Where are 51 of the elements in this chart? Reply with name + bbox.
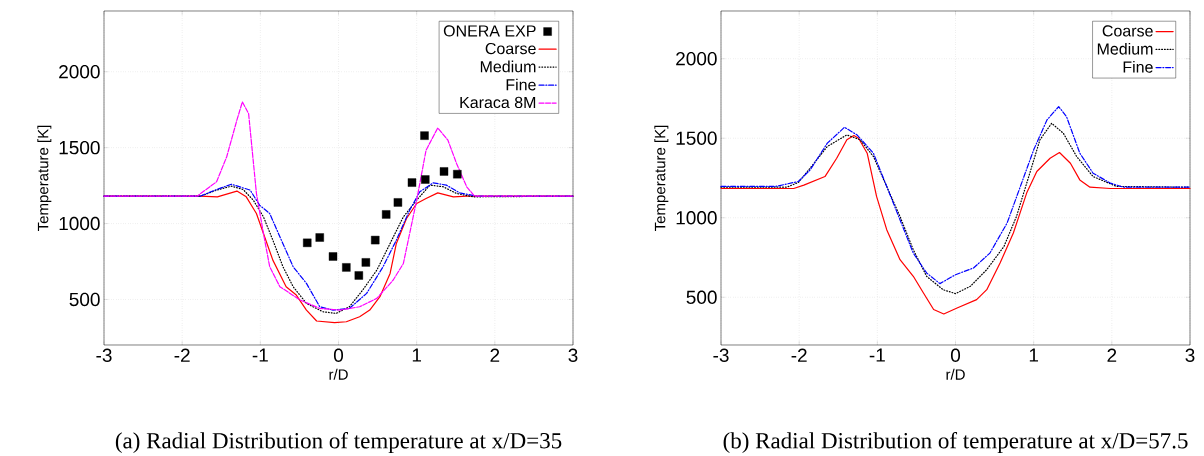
x-tick-label: 2: [1107, 348, 1117, 362]
legend-label: Coarse: [1102, 25, 1153, 37]
x-tick-label: 0: [333, 348, 344, 362]
y-tick-label: 1000: [676, 210, 717, 225]
y-axis-title: Temperature [K]: [654, 125, 669, 231]
x-tick-label: -3: [96, 348, 112, 362]
y-tick-label: 2000: [59, 64, 100, 79]
x-tick-label: -3: [713, 348, 729, 362]
point: [393, 198, 403, 207]
y-tick-label: 500: [69, 292, 100, 306]
y-tick-label: 500: [686, 290, 717, 304]
y-tick-label: 1500: [59, 140, 100, 155]
x-tick-label: 2: [490, 348, 500, 362]
y-axis-title: Temperature [K]: [37, 125, 52, 231]
x-tick-label: 1: [412, 348, 422, 362]
text: (a) Radial Distribution of temperature at x/D=35: [115, 431, 562, 453]
point: [439, 167, 449, 176]
y-tick-label: 2000: [676, 51, 717, 66]
x-tick-label: -1: [252, 348, 268, 362]
y-tick-label: 1500: [676, 131, 717, 145]
point: [315, 233, 324, 242]
point: [361, 257, 371, 267]
point: [381, 210, 391, 219]
point: [354, 271, 364, 280]
legend-label: Medium: [480, 60, 536, 73]
y-tick-label: 1000: [59, 216, 100, 231]
legend-label: Fine: [506, 78, 536, 91]
point: [371, 235, 380, 245]
x-tick-label: -1: [869, 348, 885, 362]
legend-label: Medium: [1097, 42, 1153, 55]
legend-label: Karaca 8M: [460, 96, 536, 108]
point: [420, 131, 429, 140]
point: [303, 238, 312, 247]
point: [328, 252, 338, 261]
point: [407, 178, 417, 187]
legend-label: ONERA EXP: [443, 25, 536, 37]
legend-label: Coarse: [485, 42, 536, 54]
legend-label: Fine: [1123, 60, 1153, 73]
x-tick-label: 3: [1185, 348, 1195, 362]
x-axis-title: r/D: [329, 368, 348, 380]
x-tick-label: 1: [1029, 348, 1039, 362]
text: (b) Radial Distribution of temperature at x/D=57.5: [723, 431, 1188, 453]
x-tick-label: -2: [174, 348, 190, 362]
x-tick-label: -2: [791, 348, 807, 362]
line-series: [720, 134, 1191, 315]
x-tick-label: 0: [950, 348, 961, 362]
point: [342, 263, 351, 272]
point: [421, 175, 430, 184]
point: [453, 169, 462, 179]
x-tick-label: 3: [568, 348, 578, 362]
x-axis-title: r/D: [946, 368, 965, 380]
